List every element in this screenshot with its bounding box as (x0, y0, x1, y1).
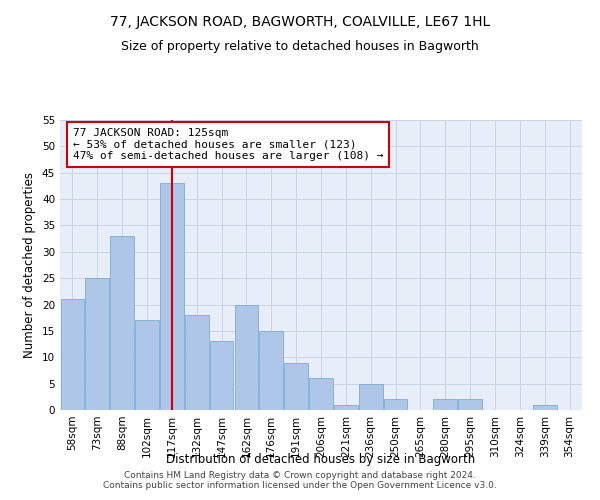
Bar (433, 400, 457, 410)
Bar (259, 331, 283, 410)
Bar (384, 400, 407, 410)
Text: Distribution of detached houses by size in Bagworth: Distribution of detached houses by size … (166, 452, 476, 466)
Bar (458, 400, 482, 410)
Y-axis label: Number of detached properties: Number of detached properties (23, 172, 37, 358)
Bar (160, 184, 184, 410)
Bar (135, 320, 159, 410)
Bar (235, 304, 258, 410)
Bar (359, 384, 383, 410)
Bar (61, 300, 84, 410)
Bar (309, 378, 333, 410)
Text: 77, JACKSON ROAD, BAGWORTH, COALVILLE, LE67 1HL: 77, JACKSON ROAD, BAGWORTH, COALVILLE, L… (110, 15, 490, 29)
Bar (185, 315, 209, 410)
Text: 77 JACKSON ROAD: 125sqm
← 53% of detached houses are smaller (123)
47% of semi-d: 77 JACKSON ROAD: 125sqm ← 53% of detache… (73, 128, 383, 161)
Text: Contains HM Land Registry data © Crown copyright and database right 2024.
Contai: Contains HM Land Registry data © Crown c… (103, 470, 497, 490)
Bar (334, 404, 358, 410)
Bar (85, 278, 109, 410)
Text: Size of property relative to detached houses in Bagworth: Size of property relative to detached ho… (121, 40, 479, 53)
Bar (110, 236, 134, 410)
Bar (284, 362, 308, 410)
Bar (533, 404, 557, 410)
Bar (210, 342, 233, 410)
